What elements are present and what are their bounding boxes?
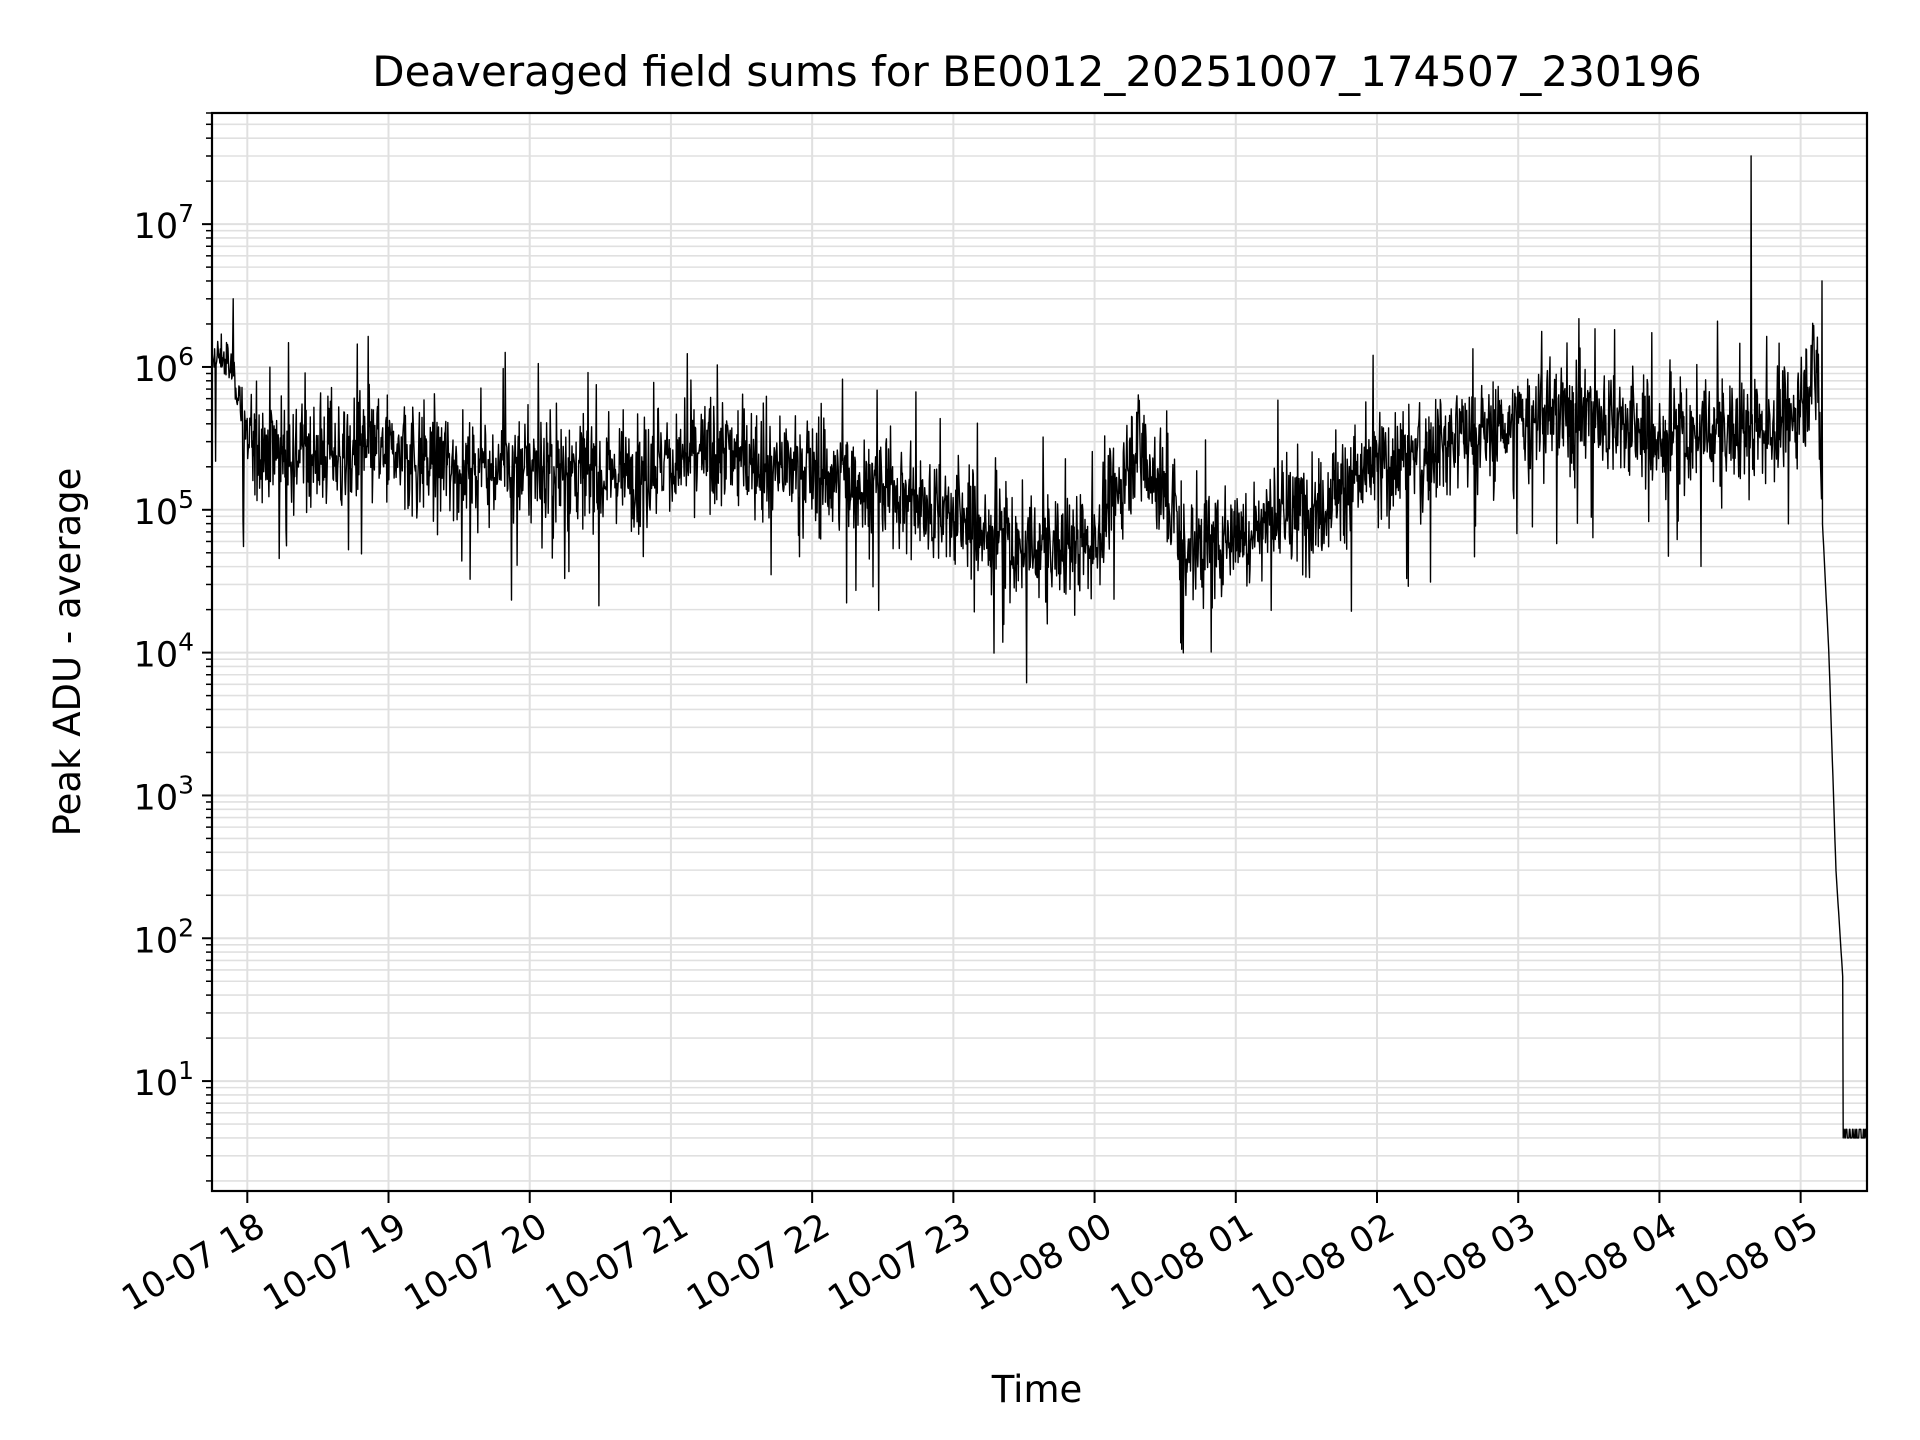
- series-line-peak-adu: [211, 155, 1868, 1139]
- x-axis-label: Time: [991, 1368, 1083, 1411]
- y-tick-label: 106: [134, 342, 194, 390]
- y-tick-label: 101: [134, 1056, 194, 1104]
- series-layer: [211, 155, 1868, 1139]
- y-tick-label: 102: [134, 913, 194, 961]
- y-axis-label: Peak ADU - average: [46, 468, 89, 837]
- chart-title: Deaveraged field sums for BE0012_2025100…: [372, 47, 1702, 96]
- y-tick-label: 103: [134, 770, 194, 818]
- y-tick-label: 107: [134, 199, 194, 247]
- grid-layer: [212, 112, 1867, 1191]
- y-tick-label: 104: [134, 628, 194, 676]
- y-tick-label: 105: [134, 485, 194, 533]
